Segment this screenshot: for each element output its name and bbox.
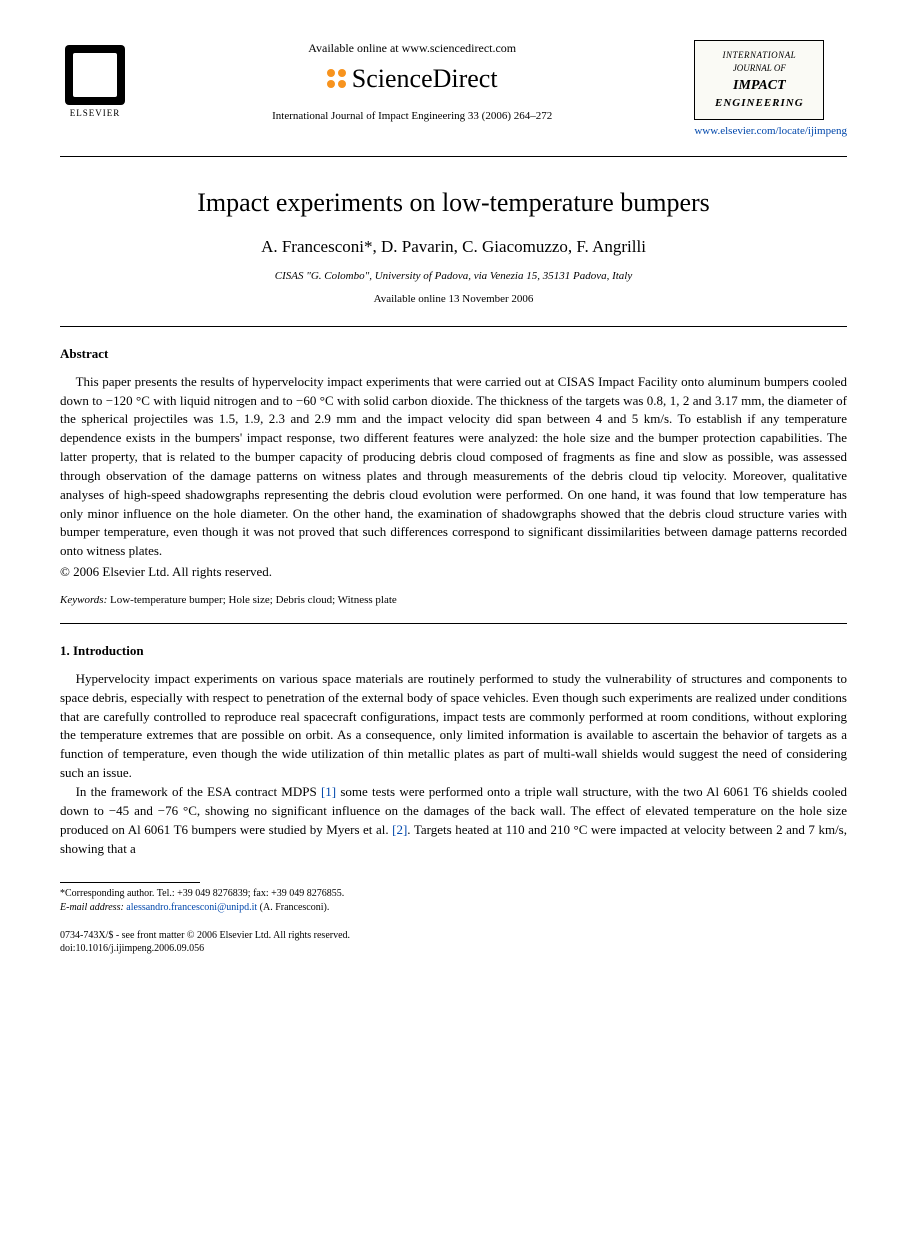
- introduction-body: Hypervelocity impact experiments on vari…: [60, 670, 847, 858]
- email-label: E-mail address:: [60, 902, 124, 913]
- email-author: (A. Francesconi).: [260, 902, 330, 913]
- footer-line-1: 0734-743X/$ - see front matter © 2006 El…: [60, 929, 847, 942]
- journal-line3: IMPACT: [701, 76, 817, 96]
- keywords-label: Keywords:: [60, 594, 107, 606]
- intro-para-1: Hypervelocity impact experiments on vari…: [60, 670, 847, 783]
- affiliation-line: CISAS "G. Colombo", University of Padova…: [60, 269, 847, 284]
- footer-meta: 0734-743X/$ - see front matter © 2006 El…: [60, 929, 847, 955]
- journal-line2: JOURNAL OF: [701, 62, 817, 75]
- header-row: ELSEVIER Available online at www.science…: [60, 40, 847, 148]
- title-rule: [60, 326, 847, 327]
- abstract-paragraph: This paper presents the results of hyper…: [60, 373, 847, 561]
- keywords-line: Keywords: Low-temperature bumper; Hole s…: [60, 593, 847, 608]
- sciencedirect-bullets-icon: [327, 69, 346, 88]
- available-date: Available online 13 November 2006: [60, 292, 847, 307]
- journal-url-link[interactable]: www.elsevier.com/locate/ijimpeng: [694, 124, 847, 139]
- elsevier-tree-icon: [65, 45, 125, 105]
- abstract-rule: [60, 623, 847, 624]
- center-header: Available online at www.sciencedirect.co…: [130, 40, 694, 125]
- available-online-text: Available online at www.sciencedirect.co…: [150, 40, 674, 57]
- footer-line-2: doi:10.1016/j.ijimpeng.2006.09.056: [60, 942, 847, 955]
- introduction-heading: 1. Introduction: [60, 642, 847, 660]
- email-link[interactable]: alessandro.francesconi@unipd.it: [124, 902, 260, 913]
- ref-link-2[interactable]: [2]: [392, 822, 407, 837]
- intro-para-2: In the framework of the ESA contract MDP…: [60, 783, 847, 858]
- elsevier-logo: ELSEVIER: [60, 40, 130, 120]
- journal-cover-box: INTERNATIONAL JOURNAL OF IMPACT ENGINEER…: [694, 40, 824, 120]
- authors-line: A. Francesconi*, D. Pavarin, C. Giacomuz…: [60, 235, 847, 259]
- keywords-value: Low-temperature bumper; Hole size; Debri…: [107, 594, 397, 606]
- copyright-line: © 2006 Elsevier Ltd. All rights reserved…: [60, 563, 847, 581]
- corresponding-author: *Corresponding author. Tel.: +39 049 827…: [60, 887, 847, 901]
- footnote-block: *Corresponding author. Tel.: +39 049 827…: [60, 887, 847, 915]
- email-line: E-mail address: alessandro.francesconi@u…: [60, 901, 847, 915]
- article-title: Impact experiments on low-temperature bu…: [60, 185, 847, 221]
- journal-column: INTERNATIONAL JOURNAL OF IMPACT ENGINEER…: [694, 40, 847, 148]
- footnote-rule: [60, 882, 200, 883]
- abstract-body: This paper presents the results of hyper…: [60, 373, 847, 561]
- journal-line1: INTERNATIONAL: [701, 49, 817, 62]
- abstract-heading: Abstract: [60, 345, 847, 363]
- header-rule: [60, 156, 847, 157]
- citation-line: International Journal of Impact Engineer…: [150, 109, 674, 124]
- intro-p2-pre: In the framework of the ESA contract MDP…: [76, 784, 321, 799]
- sciencedirect-logo: ScienceDirect: [150, 61, 674, 97]
- sciencedirect-text: ScienceDirect: [352, 61, 498, 97]
- elsevier-label: ELSEVIER: [70, 107, 121, 120]
- journal-line4: ENGINEERING: [701, 96, 817, 111]
- ref-link-1[interactable]: [1]: [321, 784, 336, 799]
